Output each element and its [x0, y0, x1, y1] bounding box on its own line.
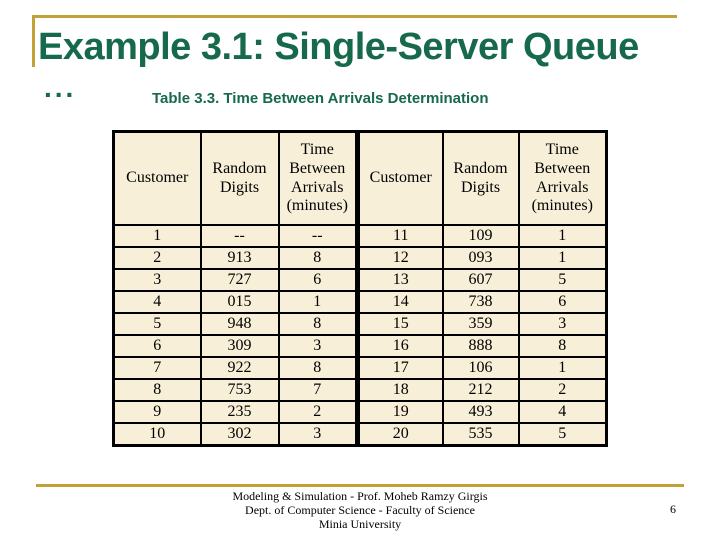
table-row: 4 015 1 14 738 6	[112, 290, 608, 314]
footer-rule	[36, 484, 684, 487]
table-cell: 15	[355, 312, 444, 336]
slide-title: Example 3.1: Single-Server Queue	[38, 26, 639, 68]
table-cell: 3	[277, 422, 359, 447]
table-cell: 235	[199, 400, 280, 424]
table-cell: 738	[441, 290, 520, 314]
table-cell: 888	[441, 334, 520, 358]
table-row: 2 913 8 12 093 1	[112, 246, 608, 270]
table-row: 5 948 8 15 359 3	[112, 312, 608, 336]
arrivals-table: Customer Random Digits Time Between Arri…	[112, 130, 608, 447]
table-cell: 18	[355, 378, 444, 402]
table-cell: 10	[112, 422, 202, 447]
table-cell: 212	[441, 378, 520, 402]
table-row: 3 727 6 13 607 5	[112, 268, 608, 292]
table-cell: 727	[199, 268, 280, 292]
table-cell: 6	[517, 290, 608, 314]
table-cell: 7	[112, 356, 202, 380]
table-cell: 2	[277, 400, 359, 424]
table-cell: 535	[441, 422, 520, 447]
table-cell: 4	[112, 290, 202, 314]
table-cell: 2	[517, 378, 608, 402]
table-cell: 753	[199, 378, 280, 402]
footer-text: Modeling & Simulation - Prof. Moheb Ramz…	[0, 489, 720, 531]
table-cell: 20	[355, 422, 444, 447]
table-cell: 16	[355, 334, 444, 358]
table-cell: 5	[517, 422, 608, 447]
table-cell: 7	[277, 378, 359, 402]
footer-line: Minia University	[318, 517, 402, 531]
table-cell: 2	[112, 246, 202, 270]
title-top-rule	[32, 15, 677, 18]
table-cell: 8	[277, 246, 359, 270]
table-cell: 309	[199, 334, 280, 358]
table-cell: 9	[112, 400, 202, 424]
table-cell: 302	[199, 422, 280, 447]
table-cell: 913	[199, 246, 280, 270]
table-cell: 948	[199, 312, 280, 336]
table-row: 9 235 2 19 493 4	[112, 400, 608, 424]
table-cell: 6	[277, 268, 359, 292]
table-row: 7 922 8 17 106 1	[112, 356, 608, 380]
column-header-random-digits-right: Random Digits	[441, 130, 520, 226]
footer-line: Dept. of Computer Science - Faculty of S…	[245, 503, 475, 517]
table-cell: 19	[355, 400, 444, 424]
footer-line: Modeling & Simulation - Prof. Moheb Ramz…	[232, 489, 488, 503]
table-cell: 106	[441, 356, 520, 380]
table-cell: 015	[199, 290, 280, 314]
column-header-time-between-arrivals-right: Time Between Arrivals (minutes)	[517, 130, 608, 226]
table-cell: 1	[517, 356, 608, 380]
table-cell: 1	[517, 224, 608, 248]
table-cell: 4	[517, 400, 608, 424]
table-cell: 8	[277, 356, 359, 380]
table-cell: 12	[355, 246, 444, 270]
table-cell: 8	[517, 334, 608, 358]
table-row: 1 -- -- 11 109 1	[112, 224, 608, 248]
table-cell: 493	[441, 400, 520, 424]
table-cell: 109	[441, 224, 520, 248]
table-cell: --	[199, 224, 280, 248]
table-cell: 13	[355, 268, 444, 292]
table-cell: 3	[517, 312, 608, 336]
table-cell: 11	[355, 224, 444, 248]
table-cell: 1	[277, 290, 359, 314]
table-row: 10 302 3 20 535 5	[112, 422, 608, 447]
table-cell: 14	[355, 290, 444, 314]
table-cell: 359	[441, 312, 520, 336]
table-cell: 5	[112, 312, 202, 336]
table-body: 1 -- -- 11 109 1 2 913 8 12 093 1 3 727 6 13 607 5 4 015 1 14…	[112, 224, 608, 447]
column-header-customer-left: Customer	[112, 130, 202, 226]
table-cell: 3	[112, 268, 202, 292]
table-cell: 093	[441, 246, 520, 270]
table-cell: 1	[517, 246, 608, 270]
continuation-ellipsis: ...	[44, 72, 77, 103]
table-row: 6 309 3 16 888 8	[112, 334, 608, 358]
table-cell: 8	[112, 378, 202, 402]
title-left-rule	[32, 15, 35, 67]
table-cell: 607	[441, 268, 520, 292]
table-caption: Table 3.3. Time Between Arrivals Determi…	[152, 90, 489, 107]
table-cell: 5	[517, 268, 608, 292]
table-header-row: Customer Random Digits Time Between Arri…	[112, 130, 608, 226]
table-cell: 17	[355, 356, 444, 380]
column-header-time-between-arrivals-left: Time Between Arrivals (minutes)	[277, 130, 359, 226]
table-cell: 3	[277, 334, 359, 358]
column-header-random-digits-left: Random Digits	[199, 130, 280, 226]
table-cell: 6	[112, 334, 202, 358]
table-cell: 922	[199, 356, 280, 380]
table-cell: 1	[112, 224, 202, 248]
table-row: 8 753 7 18 212 2	[112, 378, 608, 402]
table-cell: 8	[277, 312, 359, 336]
page-number: 6	[670, 502, 676, 516]
table-cell: --	[277, 224, 359, 248]
column-header-customer-right: Customer	[355, 130, 444, 226]
